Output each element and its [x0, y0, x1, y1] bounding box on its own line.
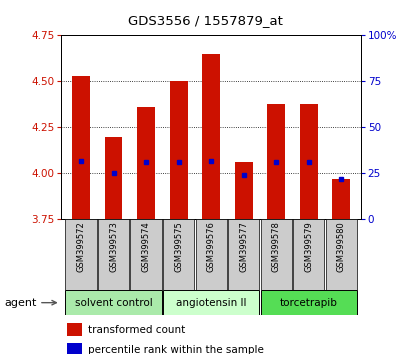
Bar [72, 76, 90, 219]
Bar [104, 137, 122, 219]
Text: GSM399574: GSM399574 [141, 222, 150, 272]
FancyBboxPatch shape [163, 290, 258, 315]
Bar [67, 343, 82, 354]
Text: GSM399576: GSM399576 [206, 222, 215, 273]
FancyBboxPatch shape [260, 290, 356, 315]
Text: GSM399579: GSM399579 [303, 222, 312, 272]
FancyBboxPatch shape [65, 290, 161, 315]
FancyBboxPatch shape [260, 219, 291, 290]
FancyBboxPatch shape [195, 219, 226, 290]
Bar [202, 54, 220, 219]
FancyBboxPatch shape [325, 219, 356, 290]
Text: percentile rank within the sample: percentile rank within the sample [88, 345, 264, 354]
Text: agent: agent [4, 298, 36, 308]
Bar [332, 179, 349, 219]
Bar [67, 323, 82, 336]
FancyBboxPatch shape [227, 219, 258, 290]
Text: GSM399572: GSM399572 [76, 222, 85, 272]
FancyBboxPatch shape [98, 219, 129, 290]
Text: torcetrapib: torcetrapib [279, 298, 337, 308]
Text: GSM399580: GSM399580 [336, 222, 345, 272]
Text: GDS3556 / 1557879_at: GDS3556 / 1557879_at [127, 14, 282, 27]
Text: GSM399578: GSM399578 [271, 222, 280, 273]
Bar [169, 81, 187, 219]
FancyBboxPatch shape [130, 219, 161, 290]
Text: transformed count: transformed count [88, 325, 185, 335]
Text: GSM399575: GSM399575 [174, 222, 183, 272]
Bar [299, 103, 317, 219]
FancyBboxPatch shape [292, 219, 324, 290]
Text: angiotensin II: angiotensin II [175, 298, 246, 308]
Bar [267, 103, 285, 219]
Bar [234, 162, 252, 219]
Bar [137, 107, 155, 219]
Text: GSM399573: GSM399573 [109, 222, 118, 273]
FancyBboxPatch shape [163, 219, 194, 290]
Text: solvent control: solvent control [74, 298, 152, 308]
FancyBboxPatch shape [65, 219, 97, 290]
Text: GSM399577: GSM399577 [238, 222, 247, 273]
